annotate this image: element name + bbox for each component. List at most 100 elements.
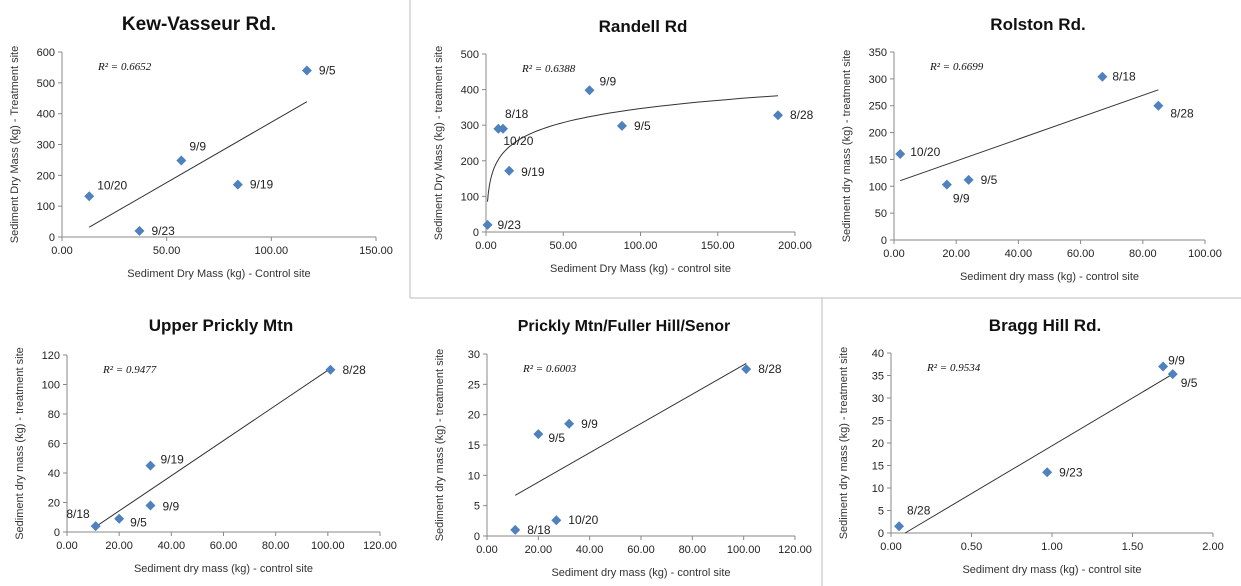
y-tick-label: 5 [878, 506, 884, 518]
data-point-label: 9/5 [130, 516, 147, 530]
chart-title: Kew-Vasseur Rd. [122, 14, 276, 35]
y-tick-label: 0 [473, 227, 479, 239]
data-point-label: 9/5 [634, 119, 651, 133]
y-axis-label: Sediment Dry Mass (kg) - treatment site [433, 46, 445, 240]
data-point-label: 8/18 [1112, 70, 1136, 84]
x-tick-label: 20.00 [105, 540, 133, 552]
data-point-label: 8/18 [66, 507, 90, 521]
x-tick-label: 0.00 [56, 540, 77, 552]
y-tick-label: 20 [48, 498, 60, 510]
x-tick-label: 0.00 [476, 544, 497, 556]
data-point-label: 8/28 [758, 362, 782, 376]
x-axis-label: Sediment Dry Mass (kg) - Control site [127, 268, 310, 280]
data-point-marker [551, 515, 562, 526]
data-point-marker [1097, 71, 1108, 82]
x-tick-label: 50.00 [153, 245, 181, 257]
y-axis-label: Sediment Dry Mass (kg) - Treatment site [9, 46, 21, 243]
data-point-label: 8/28 [907, 503, 931, 517]
data-point-label: 8/28 [342, 363, 366, 377]
r-squared-annotation: R² = 0.6699 [929, 61, 984, 73]
y-tick-label: 20 [872, 438, 884, 450]
x-axis-label: Sediment dry mass (kg) - control site [962, 564, 1141, 576]
y-tick-label: 300 [37, 140, 55, 152]
y-tick-label: 100 [37, 201, 55, 213]
data-point-marker [1158, 361, 1169, 372]
y-axis-label: Sediment dry mass (kg) - treatment site [838, 347, 850, 540]
y-tick-label: 50 [875, 208, 887, 220]
data-point-marker [510, 524, 521, 535]
data-point-label: 9/5 [981, 173, 998, 187]
y-tick-label: 20 [468, 410, 480, 422]
data-point-label: 9/9 [1168, 354, 1185, 368]
data-point-marker [533, 429, 544, 440]
x-tick-label: 60.00 [627, 544, 655, 556]
y-tick-label: 10 [872, 483, 884, 495]
x-tick-label: 80.00 [1129, 248, 1157, 260]
y-tick-label: 0 [54, 527, 60, 539]
data-point-label: 9/5 [319, 64, 336, 78]
y-tick-label: 200 [37, 170, 55, 182]
y-tick-label: 25 [872, 416, 884, 428]
x-tick-label: 0.00 [883, 248, 904, 260]
y-tick-label: 0 [474, 531, 480, 543]
x-tick-label: 120.00 [363, 540, 397, 552]
data-point-marker [114, 513, 125, 524]
r-squared-annotation: R² = 0.9477 [102, 364, 157, 376]
data-point-marker [616, 120, 627, 131]
y-tick-label: 500 [461, 49, 479, 61]
x-tick-label: 40.00 [1005, 248, 1033, 260]
y-axis-label: Sediment dry mass (kg) - treatment site [14, 347, 26, 540]
y-tick-label: 600 [37, 47, 55, 59]
data-point-marker [564, 418, 575, 429]
data-point-label: 8/28 [790, 108, 814, 122]
data-point-marker [895, 149, 906, 160]
y-tick-label: 30 [468, 349, 480, 361]
x-tick-label: 60.00 [1067, 248, 1095, 260]
data-point-label: 9/19 [521, 165, 545, 179]
y-tick-label: 40 [48, 468, 60, 480]
x-tick-label: 50.00 [549, 240, 577, 252]
x-tick-label: 0.00 [51, 245, 72, 257]
y-tick-label: 150 [869, 154, 887, 166]
x-tick-label: 120.00 [778, 544, 812, 556]
y-tick-label: 60 [48, 439, 60, 451]
data-point-marker [1153, 100, 1164, 111]
trendline [514, 363, 747, 496]
data-point-marker [232, 179, 243, 190]
data-point-label: 9/9 [162, 499, 179, 513]
y-tick-label: 200 [461, 156, 479, 168]
r-squared-annotation: R² = 0.6388 [521, 63, 576, 75]
x-tick-label: 100.00 [624, 240, 658, 252]
y-tick-label: 400 [37, 109, 55, 121]
x-axis-label: Sediment dry mass (kg) - control site [551, 567, 730, 579]
y-tick-label: 5 [474, 501, 480, 513]
data-point-marker [134, 225, 145, 236]
chart-title: Rolston Rd. [990, 15, 1085, 34]
x-tick-label: 2.00 [1202, 541, 1223, 553]
x-tick-label: 100.00 [311, 540, 345, 552]
y-axis-label: Sediment dry mass (kg) - treatment site [841, 50, 853, 243]
data-point-label: 8/28 [1170, 107, 1194, 121]
x-tick-label: 60.00 [210, 540, 238, 552]
y-tick-label: 350 [869, 47, 887, 59]
y-tick-label: 0 [878, 528, 884, 540]
x-tick-label: 40.00 [158, 540, 186, 552]
data-point-marker [773, 110, 784, 121]
x-tick-label: 20.00 [942, 248, 970, 260]
data-point-marker [504, 165, 515, 176]
data-point-marker [741, 364, 752, 375]
x-tick-label: 80.00 [679, 544, 707, 556]
data-point-marker [84, 191, 95, 202]
trendline [88, 101, 308, 228]
data-point-marker [176, 155, 187, 166]
data-point-label: 9/23 [151, 224, 175, 238]
data-point-label: 9/5 [548, 431, 565, 445]
y-tick-label: 10 [468, 470, 480, 482]
x-tick-label: 150.00 [359, 245, 393, 257]
trendline [904, 373, 1174, 534]
x-tick-label: 100.00 [255, 245, 289, 257]
data-point-label: 10/20 [910, 145, 940, 159]
y-tick-label: 0 [49, 232, 55, 244]
data-point-label: 9/9 [600, 74, 617, 88]
